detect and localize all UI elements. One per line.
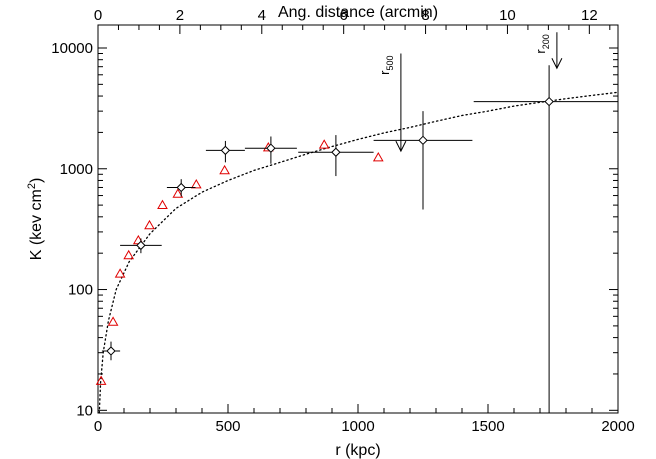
x-tick-label: 500 <box>215 418 240 435</box>
chart-marks <box>95 65 618 413</box>
triangle-point <box>190 179 202 189</box>
annotation-label-sub: 200 <box>541 34 551 49</box>
triangle-point <box>107 316 119 326</box>
y-tick-label: 10000 <box>51 40 93 57</box>
diamond-point <box>220 145 231 156</box>
annotation-arrowhead <box>395 140 407 153</box>
fit-line <box>98 91 619 414</box>
y-axis-label-close: ) <box>28 178 45 183</box>
annotation-label-sub: 500 <box>385 56 395 71</box>
x-tick-label: 0 <box>94 418 102 435</box>
diamond-point <box>136 240 146 251</box>
diamond-point <box>266 143 276 153</box>
x2-tick-label: 2 <box>176 7 184 24</box>
model-fit <box>98 91 619 414</box>
y-tick-label: 100 <box>68 282 93 299</box>
triangle-point <box>114 268 126 278</box>
diamond-point <box>106 346 116 356</box>
triangle-point <box>95 375 107 385</box>
diamond-point <box>331 147 341 157</box>
plot-frame <box>97 24 619 414</box>
triangle-point <box>123 249 135 260</box>
diamond-point <box>544 96 554 107</box>
x2-axis-label: Ang. distance (arcmin) <box>278 4 438 21</box>
x-tick-label: 1500 <box>471 418 504 435</box>
annotation-arrowhead <box>551 57 563 70</box>
y-axis-label: K (kev cm2) <box>26 178 45 261</box>
diamond-point <box>418 135 428 146</box>
x-tick-label: 1000 <box>341 418 374 435</box>
y-tick-label: 1000 <box>60 161 93 178</box>
triangle-point <box>144 219 155 230</box>
x-axis-label: r (kpc) <box>335 442 380 459</box>
y-axis-label-sup: 2 <box>26 183 38 189</box>
x2-tick-label: 12 <box>581 7 598 24</box>
triangle-point <box>172 188 184 198</box>
x2-tick-label: 6 <box>339 7 347 24</box>
triangle-point <box>157 199 168 209</box>
annotation-label: r200 <box>533 34 551 53</box>
y-axis-label-main: K (kev cm <box>28 189 45 260</box>
triangle-point <box>372 151 384 162</box>
diamond-point <box>176 182 186 193</box>
triangle-point <box>219 164 230 175</box>
x2-tick-label: 4 <box>258 7 266 24</box>
x-tick-label: 2000 <box>601 418 634 435</box>
x2-tick-label: 0 <box>94 7 102 24</box>
annotation-label-main: r <box>377 70 392 75</box>
x2-tick-label: 10 <box>499 7 516 24</box>
annotation-label: r500 <box>377 56 395 75</box>
annotation-label-main: r <box>533 49 548 54</box>
y-tick-label: 10 <box>76 402 93 419</box>
x2-tick-label: 8 <box>421 7 429 24</box>
axis-ticks: 0 500 1000 1500 2000 0 2 4 6 8 10 12 10 100 1000 10000 <box>51 7 634 435</box>
triangle-point <box>318 139 330 149</box>
